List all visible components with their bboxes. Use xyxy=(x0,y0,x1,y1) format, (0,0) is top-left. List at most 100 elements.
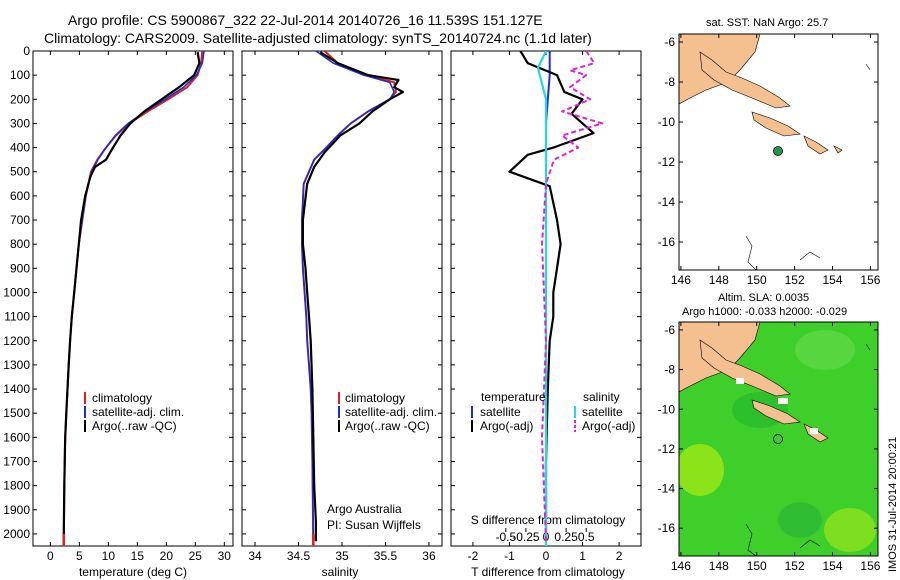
map-y-tick-label: -16 xyxy=(658,521,676,535)
map-x-tick-label: 148 xyxy=(709,559,729,573)
difference-series xyxy=(508,51,604,546)
sst-map-frame xyxy=(678,33,879,271)
map-y-tick-label: -10 xyxy=(658,402,676,416)
map-x-tick-label: 154 xyxy=(822,273,842,287)
salinity-panel-frame xyxy=(241,50,443,547)
map-x-tick-label: 152 xyxy=(785,273,805,287)
map-y-tick-label: -6 xyxy=(664,35,675,49)
x-tick-label: 35.5 xyxy=(374,549,398,563)
x-tick-label: 0 xyxy=(47,549,54,563)
map-y-tick-label: -10 xyxy=(658,115,676,129)
sst-map-argo-marker xyxy=(773,146,783,156)
depth-tick-label: 1200 xyxy=(3,334,30,348)
s-x-tick-label: 0.5 xyxy=(578,530,595,544)
x-tick-label: 35 xyxy=(335,549,349,563)
temperature-panel-frame xyxy=(32,50,234,547)
sla-map-missing-data xyxy=(736,378,744,384)
salinity-series xyxy=(301,51,404,546)
depth-axis: 0 100 200 300 400 500 600 700 800 900 1000 1100 1200… xyxy=(3,44,641,541)
temperature-series xyxy=(62,51,205,546)
sla-map-high-patch xyxy=(824,508,876,552)
map-x-tick-label: 146 xyxy=(671,273,691,287)
series-argo-raw-qc xyxy=(301,51,404,542)
sla-map-title-1: Altim. SLA: 0.0035 xyxy=(718,292,809,304)
x-tick-label: 34.5 xyxy=(287,549,311,563)
depth-tick-label: 200 xyxy=(10,92,30,106)
sla-map-land-islands-a xyxy=(751,399,801,425)
sst-map-land-peninsula xyxy=(699,51,791,109)
series-s-argo-adj xyxy=(541,51,604,542)
x-tick-label: 30 xyxy=(218,549,232,563)
map-y-tick-label: -14 xyxy=(658,195,676,209)
legend-head-salinity: salinity xyxy=(583,390,620,404)
difference-s-x-label: S difference from climatology xyxy=(471,513,626,527)
map-y-tick-label: -12 xyxy=(658,155,676,169)
s-x-tick-label: 0.25 xyxy=(554,530,578,544)
sla-map-high-patch xyxy=(679,444,724,496)
sst-map-land-islands-c xyxy=(833,145,843,154)
depth-tick-label: 300 xyxy=(10,116,30,130)
x-tick-label: 0 xyxy=(543,549,550,563)
legend-label-s-satellite: satellite xyxy=(582,405,623,419)
map-y-tick-label: -6 xyxy=(664,323,675,337)
depth-tick-label: 1600 xyxy=(3,430,30,444)
salinity-legend: climatology satellite-adj. clim. Argo(..… xyxy=(327,391,437,532)
figure-title-line2: Climatology: CARS2009. Satellite-adjuste… xyxy=(44,30,592,46)
s-x-tick-label: -0.5 xyxy=(495,530,516,544)
depth-tick-label: 800 xyxy=(10,237,30,251)
map-x-tick-label: 150 xyxy=(747,559,767,573)
sla-map-missing-data xyxy=(778,398,788,404)
sla-map-low-patch xyxy=(778,502,822,538)
depth-tick-label: 1000 xyxy=(3,285,30,299)
series-climatology xyxy=(62,51,204,546)
map-x-tick-label: 146 xyxy=(671,559,691,573)
legend-head-temperature: temperature xyxy=(481,390,546,404)
legend-label-argo: Argo(..raw -QC) xyxy=(345,419,430,433)
difference-t-x-label: T difference from climatology xyxy=(471,565,625,579)
legend-label-satellite: satellite-adj. clim. xyxy=(92,405,184,419)
x-tick-label: 5 xyxy=(76,549,83,563)
map-x-tick-label: 156 xyxy=(860,559,880,573)
depth-tick-label: 1700 xyxy=(3,454,30,468)
map-x-tick-label: 148 xyxy=(709,273,729,287)
sst-map xyxy=(679,34,878,270)
series-argo-raw-qc xyxy=(62,52,201,542)
map-x-tick-label: 150 xyxy=(747,273,767,287)
map-y-tick-label: -8 xyxy=(664,363,675,377)
depth-tick-label: 1300 xyxy=(3,358,30,372)
x-tick-label: 10 xyxy=(102,549,116,563)
map-x-tick-label: 152 xyxy=(785,559,805,573)
legend-label-climatology: climatology xyxy=(92,391,152,405)
depth-tick-label: 700 xyxy=(10,213,30,227)
x-tick-label: 20 xyxy=(160,549,174,563)
map-y-tick-label: -16 xyxy=(658,235,676,249)
credit-argo-australia: Argo Australia xyxy=(327,502,402,516)
series-satellite-adj-clim xyxy=(301,51,396,546)
depth-tick-label: 1800 xyxy=(3,479,30,493)
depth-tick-label: 400 xyxy=(10,141,30,155)
sla-map-frame xyxy=(678,321,879,557)
sst-map-land-islands-b xyxy=(803,135,829,155)
x-tick-label: 25 xyxy=(189,549,203,563)
map-y-tick-label: -12 xyxy=(658,442,676,456)
legend-label-argo: Argo(..raw -QC) xyxy=(92,419,177,433)
sla-map-reef-outline xyxy=(745,343,871,556)
credit-pi: PI: Susan Wijffels xyxy=(327,518,421,532)
depth-tick-label: 1400 xyxy=(3,382,30,396)
legend-label-t-argo: Argo(-adj) xyxy=(480,419,533,433)
map-y-tick-label: -8 xyxy=(664,75,675,89)
depth-tick-label: 900 xyxy=(10,261,30,275)
x-tick-label: 1 xyxy=(579,549,586,563)
x-tick-label: 34 xyxy=(248,549,262,563)
depth-tick-label: 100 xyxy=(10,68,30,82)
legend-label-s-argo: Argo(-adj) xyxy=(582,419,635,433)
depth-tick-label: 500 xyxy=(10,165,30,179)
depth-tick-label: 1500 xyxy=(3,406,30,420)
series-t-argo-adj xyxy=(508,51,595,534)
depth-tick-label: 1100 xyxy=(4,310,30,324)
temperature-legend: climatology satellite-adj. clim. Argo(..… xyxy=(84,391,184,433)
x-tick-label: -2 xyxy=(468,549,479,563)
sla-map-axes: 146 148 150 152 154 156 -6 -8 -10 -12 -14 -16 xyxy=(658,322,881,573)
sla-map-high-patch xyxy=(795,330,855,370)
